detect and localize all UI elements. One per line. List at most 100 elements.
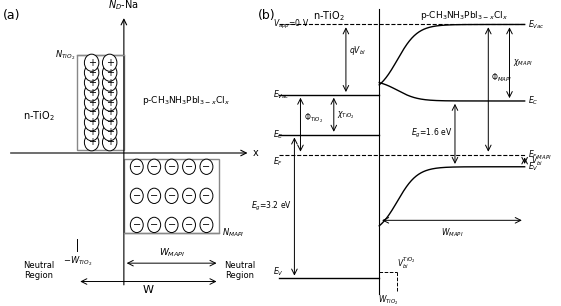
Circle shape (103, 114, 117, 131)
Circle shape (84, 124, 99, 141)
Text: +: + (105, 118, 114, 127)
Circle shape (103, 124, 117, 141)
Text: −: − (185, 191, 193, 201)
Text: $\Phi_{MAPI}$: $\Phi_{MAPI}$ (491, 71, 512, 84)
Circle shape (148, 159, 160, 174)
Text: +: + (88, 98, 95, 107)
Text: n-TiO$_2$: n-TiO$_2$ (23, 109, 54, 123)
Text: −: − (185, 162, 193, 172)
Text: $W_{MAPI}$: $W_{MAPI}$ (159, 246, 185, 259)
Circle shape (182, 188, 195, 203)
Text: Neutral
Region: Neutral Region (224, 261, 256, 280)
Circle shape (84, 94, 99, 111)
Bar (124, 159, 219, 233)
Text: $E_F$: $E_F$ (528, 148, 537, 161)
Text: +: + (105, 107, 114, 118)
Text: $N_{MAPI}$: $N_{MAPI}$ (222, 226, 245, 239)
Text: +: + (105, 98, 114, 107)
Circle shape (103, 94, 117, 111)
Circle shape (103, 84, 117, 101)
Text: +: + (88, 58, 95, 68)
Text: $W_{MAPI}$: $W_{MAPI}$ (441, 226, 463, 239)
Text: $\Phi_{TiO_2}$: $\Phi_{TiO_2}$ (304, 112, 323, 125)
Bar (77, 55, 124, 150)
Circle shape (130, 217, 143, 233)
Circle shape (84, 114, 99, 131)
Text: +: + (105, 58, 114, 68)
Circle shape (200, 217, 213, 233)
Text: p-CH$_3$NH$_3$PbI$_{3-x}$Cl$_x$: p-CH$_3$NH$_3$PbI$_{3-x}$Cl$_x$ (420, 9, 508, 22)
Circle shape (148, 217, 160, 233)
Text: −: − (150, 191, 158, 201)
Circle shape (130, 159, 143, 174)
Circle shape (84, 64, 99, 81)
Text: $W_{TiO_2}$: $W_{TiO_2}$ (378, 294, 398, 306)
Text: $V_{bi}^{TiO_2}$: $V_{bi}^{TiO_2}$ (397, 255, 416, 271)
Text: $V_{app}$=0 V: $V_{app}$=0 V (273, 18, 310, 31)
Text: $N_{TiO_2}$: $N_{TiO_2}$ (54, 48, 75, 62)
Text: $qV_{bl}$: $qV_{bl}$ (349, 44, 366, 57)
Text: $E_g$=1.6 eV: $E_g$=1.6 eV (411, 127, 452, 140)
Circle shape (130, 188, 143, 203)
Text: +: + (88, 118, 95, 127)
Text: −: − (133, 162, 141, 172)
Circle shape (165, 217, 178, 233)
Text: −: − (203, 220, 210, 230)
Text: n-TiO$_2$: n-TiO$_2$ (314, 9, 345, 23)
Text: −: − (133, 191, 141, 201)
Circle shape (182, 159, 195, 174)
Text: $\chi_{TiO_2}$: $\chi_{TiO_2}$ (337, 109, 355, 121)
Text: $E_V$: $E_V$ (528, 161, 539, 173)
Circle shape (200, 159, 213, 174)
Circle shape (84, 54, 99, 71)
Circle shape (84, 134, 99, 151)
Circle shape (84, 74, 99, 91)
Text: −: − (168, 191, 176, 201)
Text: $E_C$: $E_C$ (273, 129, 284, 141)
Text: $E_F$: $E_F$ (273, 156, 283, 168)
Text: (a): (a) (3, 9, 20, 22)
Text: −: − (150, 162, 158, 172)
Text: x: x (253, 148, 259, 158)
Circle shape (148, 188, 160, 203)
Text: −: − (203, 191, 210, 201)
Text: +: + (105, 78, 114, 88)
Text: +: + (88, 127, 95, 137)
Text: $\chi_{MAPI}$: $\chi_{MAPI}$ (513, 57, 532, 68)
Text: +: + (105, 88, 114, 98)
Text: −: − (203, 162, 210, 172)
Text: −: − (168, 162, 176, 172)
Text: p-CH$_3$NH$_3$PbI$_{3-x}$Cl$_x$: p-CH$_3$NH$_3$PbI$_{3-x}$Cl$_x$ (142, 95, 230, 107)
Text: −: − (185, 220, 193, 230)
Text: $E_{Vac}$: $E_{Vac}$ (273, 89, 290, 101)
Circle shape (182, 217, 195, 233)
Circle shape (103, 54, 117, 71)
Text: −: − (168, 220, 176, 230)
Text: (b): (b) (258, 9, 275, 22)
Text: $-W_{TiO_2}$: $-W_{TiO_2}$ (63, 254, 92, 267)
Circle shape (84, 104, 99, 121)
Circle shape (103, 64, 117, 81)
Circle shape (103, 134, 117, 151)
Circle shape (103, 74, 117, 91)
Text: +: + (88, 107, 95, 118)
Text: $E_{Vac}$: $E_{Vac}$ (528, 18, 544, 31)
Circle shape (84, 84, 99, 101)
Text: Neutral
Region: Neutral Region (23, 261, 54, 280)
Circle shape (165, 188, 178, 203)
Text: $E_g$=3.2 eV: $E_g$=3.2 eV (251, 200, 291, 213)
Circle shape (165, 159, 178, 174)
Text: +: + (88, 88, 95, 98)
Text: $E_V$: $E_V$ (273, 266, 284, 278)
Text: +: + (105, 127, 114, 137)
Text: −: − (133, 220, 141, 230)
Text: +: + (88, 78, 95, 88)
Text: +: + (105, 68, 114, 78)
Text: +: + (88, 68, 95, 78)
Text: $E_C$: $E_C$ (528, 95, 538, 107)
Text: $N_D$-Na: $N_D$-Na (108, 0, 139, 12)
Text: W: W (143, 285, 154, 295)
Text: $V_{bi}^{MAPI}$: $V_{bi}^{MAPI}$ (531, 153, 551, 168)
Circle shape (200, 188, 213, 203)
Text: +: + (105, 137, 114, 147)
